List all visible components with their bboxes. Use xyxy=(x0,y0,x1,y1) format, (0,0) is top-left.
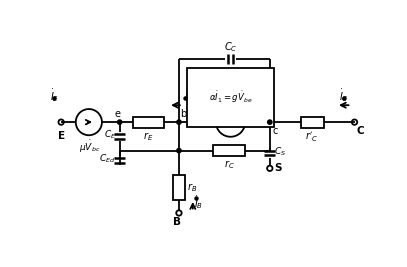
Text: $r'_C$: $r'_C$ xyxy=(305,131,319,144)
Text: $C_S$: $C_S$ xyxy=(274,145,287,158)
Text: S: S xyxy=(274,163,282,173)
Circle shape xyxy=(118,120,122,124)
Text: $r_C$: $r_C$ xyxy=(223,158,234,171)
Text: $C_E$: $C_E$ xyxy=(103,128,116,141)
Text: $C_{Ed}$: $C_{Ed}$ xyxy=(99,152,116,164)
Text: $\dot{I}_1$: $\dot{I}_1$ xyxy=(184,87,193,104)
Bar xyxy=(301,117,324,128)
Bar xyxy=(133,117,164,128)
Text: $C_C$: $C_C$ xyxy=(224,41,237,54)
Text: B: B xyxy=(173,217,182,227)
Text: $r_E$: $r_E$ xyxy=(143,131,153,143)
Bar xyxy=(213,145,245,156)
Text: $r_B$: $r_B$ xyxy=(187,181,197,194)
Text: $\alpha\dot{I}_1=g\dot{V}_{be}$: $\alpha\dot{I}_1=g\dot{V}_{be}$ xyxy=(209,89,252,105)
Text: $\mu\dot{V}_{bc}$: $\mu\dot{V}_{bc}$ xyxy=(79,139,101,155)
Text: $\dot{I}_C$: $\dot{I}_C$ xyxy=(339,87,348,104)
Text: E: E xyxy=(57,131,65,141)
Circle shape xyxy=(177,120,181,124)
Text: c: c xyxy=(272,126,278,136)
Circle shape xyxy=(177,148,181,153)
Text: e: e xyxy=(114,109,120,119)
Text: $\dot{I}_B$: $\dot{I}_B$ xyxy=(194,195,204,211)
Bar xyxy=(173,175,185,200)
Text: b: b xyxy=(180,109,187,119)
Circle shape xyxy=(268,120,272,124)
Text: $\dot{I}_E$: $\dot{I}_E$ xyxy=(50,87,59,104)
Text: C: C xyxy=(356,126,364,136)
